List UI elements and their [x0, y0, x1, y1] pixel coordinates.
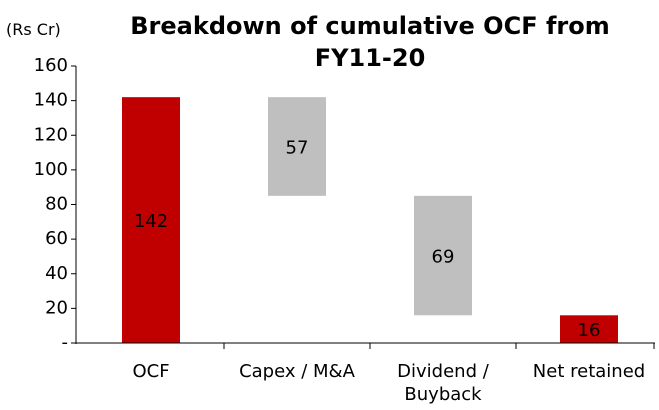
y-tick-label: 80 [45, 194, 68, 215]
data-label: 142 [134, 211, 168, 232]
data-label: 57 [286, 138, 309, 159]
data-label: 16 [578, 320, 601, 341]
y-tick-label: 120 [34, 124, 68, 145]
y-axis-label: (Rs Cr) [6, 20, 61, 39]
x-tick-label: Dividend / Buyback [397, 361, 489, 405]
y-tick-label: 100 [34, 159, 68, 180]
y-tick-label: 60 [45, 228, 68, 249]
y-tick-label: 20 [45, 297, 68, 318]
bar [560, 315, 618, 343]
data-label: 69 [432, 247, 455, 268]
y-tick-label: 160 [34, 55, 68, 76]
x-tick-label: Capex / M&A [239, 361, 355, 382]
bar [414, 195, 472, 316]
x-tick-label: Net retained [532, 361, 646, 382]
chart-title: Breakdown of cumulative OCF from FY11-20 [130, 12, 610, 72]
bar [268, 97, 326, 196]
y-tick-label: 40 [45, 263, 68, 284]
x-tick-label: OCF [132, 361, 170, 382]
bar [122, 97, 180, 343]
y-tick-label: 140 [34, 90, 68, 111]
y-tick-label: - [62, 332, 69, 353]
